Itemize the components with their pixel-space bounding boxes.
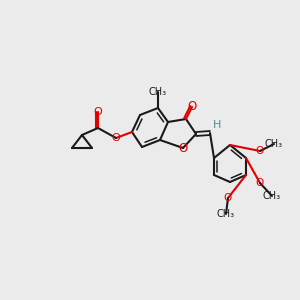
Text: O: O: [94, 107, 102, 117]
Text: O: O: [256, 146, 264, 156]
Text: O: O: [256, 178, 264, 188]
Text: O: O: [178, 142, 188, 154]
Text: O: O: [188, 100, 196, 113]
Text: CH₃: CH₃: [263, 191, 281, 201]
Text: CH₃: CH₃: [265, 139, 283, 149]
Text: O: O: [224, 193, 232, 203]
Text: CH₃: CH₃: [217, 209, 235, 219]
Text: O: O: [112, 133, 120, 143]
Text: H: H: [213, 120, 221, 130]
Text: CH₃: CH₃: [149, 87, 167, 97]
